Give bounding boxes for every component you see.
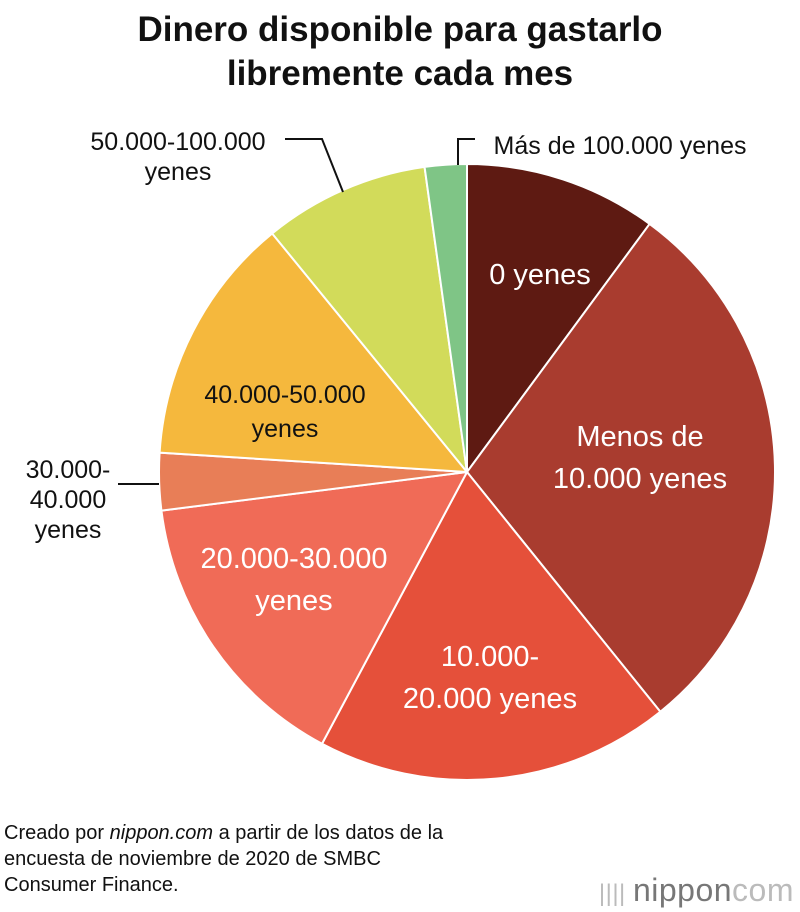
pie-slice [158,232,470,474]
slice-label: 50.000-100.000 yenes [90,128,265,186]
pie-slice [270,165,469,476]
pie-slice [320,470,662,781]
chart-title: Dinero disponible para gastarlo libremen… [0,8,800,96]
source-text: encuesta de noviembre de 2020 de SMBC [4,848,381,870]
source-text: a partir de los datos de la [213,822,444,844]
pie-slice [160,470,469,746]
pie-slice [466,162,651,476]
slice-label: 20.000-30.000 yenes [200,543,387,617]
slice-label: Menos de 10.000 yenes [553,421,727,495]
pie-slice [465,222,776,714]
slice-label: 40.000-50.000 yenes [204,381,365,443]
slice-label: 10.000-20.000 yenes [403,641,577,715]
slice-label: 0 yenes [489,259,591,291]
leader-line [285,138,344,193]
slice-label: Más de 100.000 yenes [494,132,747,160]
nippon-logo: |||| nipponcom [598,872,794,908]
slice-label: 30.000-40.000 yenes [26,456,111,544]
pie-slice [423,162,468,473]
source-text: Creado por [4,822,110,844]
source-note: Creado por nippon.com a partir de los da… [4,820,443,898]
title-line-1: Dinero disponible para gastarlo [137,10,663,49]
source-text: Consumer Finance. [4,874,179,896]
title-line-2: libremente cada mes [226,54,574,93]
source-site: nippon.com [109,822,214,844]
leader-line [457,138,475,165]
